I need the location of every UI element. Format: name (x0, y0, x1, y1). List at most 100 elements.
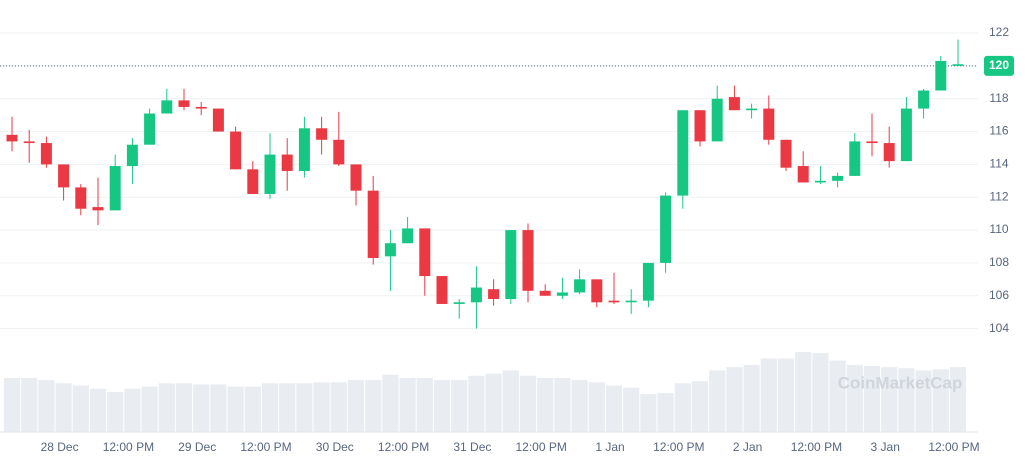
volume-bar (881, 367, 898, 432)
volume-bar (21, 377, 38, 432)
candle-body (591, 279, 603, 303)
candle-body (384, 243, 396, 257)
candle-body (522, 230, 534, 291)
volume-bar (330, 382, 347, 432)
candle-body (608, 300, 620, 303)
volume-bar (158, 383, 175, 432)
volume-bar (89, 388, 107, 432)
volume-bar (623, 387, 640, 432)
y-tick-label: 114 (989, 157, 1008, 171)
volume-bar (38, 380, 55, 432)
x-tick-label: 1 Jan (595, 440, 624, 454)
candle-body (849, 141, 861, 176)
candle-body (6, 134, 18, 142)
candle-body (728, 97, 740, 111)
volume-bar (898, 368, 915, 432)
volume-bar (743, 364, 760, 432)
candle-body (832, 175, 844, 181)
x-tick-label: 29 Dec (178, 440, 216, 454)
volume-bar (519, 375, 537, 432)
x-tick-label: 12:00 PM (791, 440, 842, 454)
x-tick-label: 31 Dec (453, 440, 491, 454)
candle-body (488, 289, 500, 300)
volume-bar (829, 360, 846, 432)
y-tick-label: 104 (989, 321, 1009, 335)
candle-body (453, 302, 465, 304)
volume-bar (915, 370, 932, 432)
volume-layer (3, 352, 967, 432)
y-tick-label: 112 (989, 189, 1008, 203)
volume-bar (433, 380, 451, 432)
candle-body (900, 108, 912, 162)
volume-bar (193, 384, 210, 432)
volume-bar (812, 353, 829, 432)
candle-body (402, 228, 414, 244)
y-tick-label: 116 (989, 124, 1008, 138)
candle-body (918, 90, 930, 109)
candle-body (247, 169, 259, 194)
candle-body (505, 230, 517, 300)
volume-bar (502, 370, 519, 432)
candle-body (75, 187, 87, 209)
candle-body (58, 164, 70, 188)
volume-bar (279, 383, 296, 432)
x-tick-label: 12:00 PM (240, 440, 291, 454)
candle-body (367, 190, 379, 258)
volume-bar (709, 370, 726, 432)
x-tick-label: 12:00 PM (928, 440, 979, 454)
volume-bar (244, 386, 261, 432)
y-tick-label: 106 (989, 288, 1009, 302)
volume-bar (347, 380, 365, 432)
volume-bar (932, 369, 949, 432)
candle-body (660, 195, 672, 263)
volume-bar (537, 377, 554, 432)
x-tick-label: 28 Dec (41, 440, 79, 454)
y-tick-label: 118 (989, 91, 1008, 105)
candle-body (178, 100, 190, 107)
y-tick-label: 122 (989, 25, 1009, 39)
candle-body (144, 113, 156, 145)
volume-bar (451, 380, 468, 432)
volume-bar (365, 380, 382, 432)
candle-body (952, 64, 964, 66)
candle-body (230, 131, 242, 170)
candle-body (470, 287, 482, 303)
volume-bar (416, 377, 433, 432)
volume-bar (777, 358, 795, 432)
volume-bar (795, 352, 812, 432)
volume-bar (726, 367, 743, 432)
candle-body (866, 141, 878, 144)
candle-body (109, 166, 121, 211)
candle-body (642, 262, 654, 301)
y-tick-label: 110 (989, 222, 1008, 236)
candle-body (574, 279, 586, 293)
x-tick-label: 3 Jan (871, 440, 900, 454)
candle-body (40, 143, 52, 165)
candle-body (23, 141, 35, 144)
volume-bar (949, 367, 967, 432)
candle-body (350, 164, 362, 191)
volume-bar (571, 380, 588, 432)
volume-bar (674, 383, 691, 432)
volume-bar (382, 374, 399, 432)
candle-body (298, 128, 310, 171)
candle-body (556, 292, 568, 296)
candle-body (212, 108, 224, 132)
volume-bar (313, 382, 330, 432)
volume-bar (261, 383, 279, 432)
candle-body (316, 128, 328, 140)
candle-body (814, 180, 826, 183)
candle-body (436, 276, 448, 304)
volume-bar (141, 386, 158, 432)
volume-bar (657, 393, 674, 432)
volume-bar (399, 377, 416, 432)
candle-body (92, 207, 104, 211)
volume-bar (175, 383, 193, 432)
candle-body (126, 144, 138, 167)
x-tick-label: 12:00 PM (653, 440, 704, 454)
x-tick-label: 30 Dec (316, 440, 354, 454)
volume-bar (107, 392, 124, 432)
y-tick-label: 108 (989, 255, 1009, 269)
volume-bar (760, 358, 777, 432)
